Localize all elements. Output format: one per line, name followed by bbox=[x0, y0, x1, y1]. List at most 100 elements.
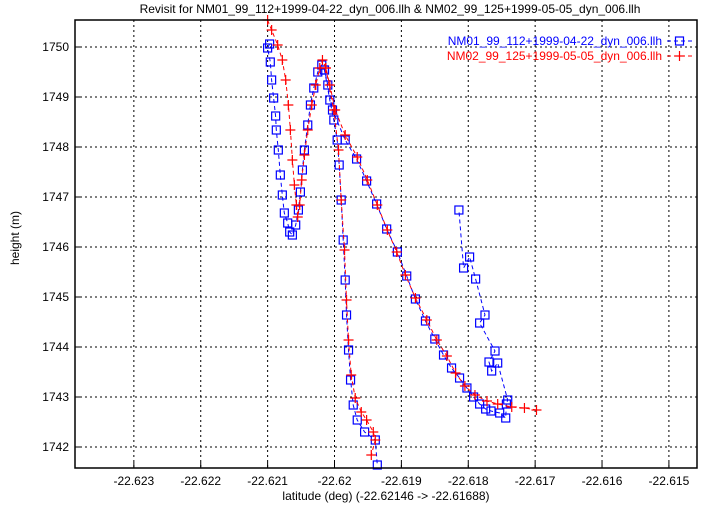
y-tick-label: 1743 bbox=[42, 390, 69, 404]
legend-label: NM01_99_112+1999-04-22_dyn_006.llh bbox=[448, 34, 662, 48]
data-point-plus bbox=[294, 200, 305, 210]
data-point-square bbox=[269, 93, 279, 103]
series-2 bbox=[262, 15, 542, 460]
x-tick-label: -22.621 bbox=[247, 474, 288, 488]
data-point-plus bbox=[519, 403, 530, 413]
data-point-plus bbox=[352, 152, 363, 162]
data-point-square bbox=[343, 345, 354, 355]
data-point-plus bbox=[317, 55, 328, 65]
series-layer bbox=[262, 15, 542, 470]
y-tick-label: 1746 bbox=[42, 240, 69, 254]
data-point-plus bbox=[299, 150, 310, 160]
x-tick-label: -22.623 bbox=[114, 474, 155, 488]
data-point-square bbox=[402, 271, 412, 281]
data-point-square bbox=[285, 227, 295, 237]
x-axis-label: latitude (deg) (-22.62146 -> -22.61688) bbox=[282, 489, 489, 503]
data-point-plus bbox=[296, 175, 307, 185]
x-tick-label: -22.62 bbox=[317, 474, 351, 488]
data-point-plus bbox=[339, 245, 350, 255]
data-point-plus bbox=[287, 155, 298, 165]
data-point-square bbox=[273, 145, 283, 155]
plot-frame bbox=[74, 19, 698, 469]
legend-marker bbox=[674, 51, 685, 61]
data-point-square bbox=[454, 205, 464, 215]
y-tick-label: 1745 bbox=[42, 290, 69, 304]
data-point-square bbox=[495, 408, 505, 418]
data-point-square bbox=[490, 346, 500, 356]
data-point-square bbox=[267, 75, 277, 85]
data-point-plus bbox=[272, 40, 283, 50]
x-tick-label: -22.618 bbox=[448, 474, 489, 488]
x-tick-label: -22.619 bbox=[381, 474, 422, 488]
x-tick-label: -22.615 bbox=[649, 474, 690, 488]
data-point-plus bbox=[368, 427, 379, 437]
data-point-plus bbox=[350, 393, 361, 403]
data-point-square bbox=[348, 400, 358, 410]
y-tick-label: 1747 bbox=[42, 190, 69, 204]
data-point-plus bbox=[333, 145, 344, 155]
data-point-plus bbox=[306, 100, 317, 110]
x-tick-label: -22.617 bbox=[515, 474, 556, 488]
data-point-plus bbox=[400, 270, 411, 280]
data-point-square bbox=[329, 115, 339, 125]
data-point-square bbox=[487, 366, 497, 376]
y-tick-label: 1744 bbox=[42, 340, 69, 354]
data-point-plus bbox=[370, 435, 381, 445]
data-point-plus bbox=[362, 175, 373, 185]
data-point-plus bbox=[441, 351, 452, 361]
legend-label: NM02_99_125+1999-05-05_dyn_006.llh bbox=[447, 49, 662, 63]
data-point-square bbox=[493, 358, 503, 368]
data-point-square bbox=[475, 318, 485, 328]
data-point-plus bbox=[481, 396, 492, 406]
data-point-square bbox=[486, 406, 496, 416]
data-point-plus bbox=[277, 55, 288, 65]
data-point-square bbox=[484, 357, 494, 367]
data-point-plus bbox=[506, 402, 517, 412]
data-point-square bbox=[263, 43, 273, 53]
y-axis-label: height (m) bbox=[8, 211, 22, 265]
data-point-plus bbox=[302, 125, 313, 135]
data-point-plus bbox=[346, 370, 357, 380]
data-point-plus bbox=[310, 80, 321, 90]
y-tick-label: 1750 bbox=[42, 40, 69, 54]
data-point-plus bbox=[280, 75, 291, 85]
series-line bbox=[325, 67, 376, 456]
data-point-square bbox=[372, 199, 382, 209]
data-point-square bbox=[430, 334, 440, 344]
data-point-plus bbox=[450, 368, 461, 378]
grid bbox=[75, 20, 697, 468]
series-line bbox=[267, 43, 509, 420]
data-point-square bbox=[279, 208, 289, 218]
data-point-square bbox=[352, 415, 362, 425]
data-point-square bbox=[277, 190, 287, 200]
data-point-plus bbox=[285, 125, 296, 135]
data-point-plus bbox=[320, 63, 331, 73]
data-point-square bbox=[345, 375, 356, 385]
data-point-square bbox=[501, 413, 511, 423]
data-point-square bbox=[271, 125, 281, 135]
data-point-plus bbox=[341, 295, 352, 305]
data-point-square bbox=[469, 392, 479, 402]
data-point-square bbox=[341, 310, 352, 320]
data-point-square bbox=[340, 275, 350, 285]
data-point-square bbox=[465, 252, 475, 262]
data-point-plus bbox=[283, 100, 294, 110]
data-point-square bbox=[458, 263, 469, 273]
data-point-plus bbox=[421, 315, 432, 325]
data-point-plus bbox=[324, 80, 335, 90]
series-line bbox=[324, 69, 378, 466]
data-point-square bbox=[325, 95, 335, 105]
data-point-square bbox=[480, 310, 490, 320]
data-point-plus bbox=[431, 335, 442, 345]
data-point-square bbox=[481, 404, 491, 414]
data-point-plus bbox=[292, 212, 303, 222]
data-point-square bbox=[351, 154, 362, 164]
legend-marker bbox=[674, 36, 685, 46]
data-point-plus bbox=[356, 407, 367, 417]
data-point-plus bbox=[531, 405, 542, 415]
data-point-plus bbox=[328, 105, 339, 115]
chart-title: Revisit for NM01_99_112+1999-04-22_dyn_0… bbox=[140, 2, 641, 16]
x-tick-label: -22.616 bbox=[582, 474, 623, 488]
